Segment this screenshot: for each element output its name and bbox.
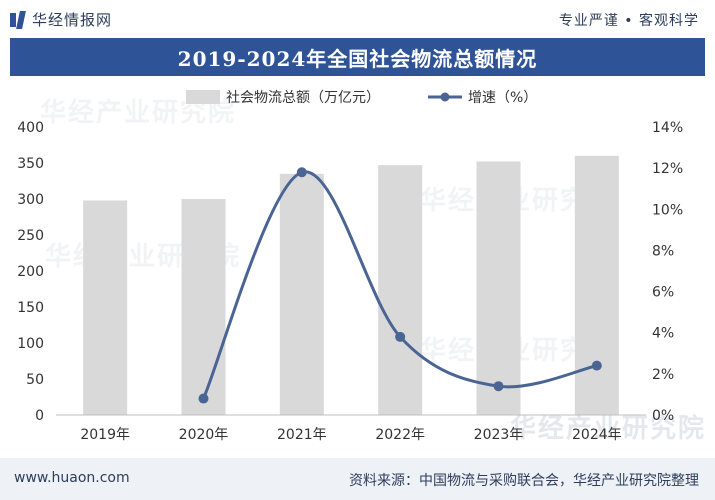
- y-right-tick-label: 0%: [652, 408, 674, 424]
- x-tick-label: 2023年: [474, 427, 524, 443]
- tagline: 专业严谨 • 客观科学: [558, 13, 699, 29]
- footer-source: 资料来源：中国物流与采购联合会，华经产业研究院整理: [349, 473, 699, 489]
- y-right-tick-label: 14%: [652, 120, 683, 136]
- chart-area: 社会物流总额（万亿元） 增速（%） 0 50 100 150 200 250 300 350 400…: [0, 78, 715, 460]
- header: 华经情报网 专业严谨 • 客观科学: [0, 0, 715, 38]
- y-left-tick-label: 200: [17, 264, 44, 280]
- y-right-tick-label: 8%: [652, 243, 674, 259]
- y-left-tick-label: 300: [17, 192, 44, 208]
- bar-2023年: [476, 161, 521, 415]
- bar-2019年: [83, 200, 128, 415]
- y-left-tick-label: 150: [17, 300, 44, 316]
- y-right-tick-label: 12%: [652, 161, 683, 177]
- x-tick-label: 2021年: [277, 427, 327, 443]
- legend-label-bars: 社会物流总额（万亿元）: [226, 90, 380, 106]
- y-left-tick-label: 50: [26, 372, 44, 388]
- y-left-tick-label: 100: [17, 336, 44, 352]
- footer-url[interactable]: www.huaon.com: [14, 470, 130, 486]
- bar-2024年: [574, 155, 619, 416]
- growth-line: [202, 170, 599, 401]
- y-left-tick-label: 0: [35, 408, 44, 424]
- brand[interactable]: 华经情报网: [10, 9, 112, 30]
- bar-2022年: [378, 165, 423, 415]
- x-tick-label: 2022年: [375, 427, 425, 443]
- y-right-tick-label: 2%: [652, 367, 674, 383]
- y-left-tick-label: 400: [17, 120, 44, 136]
- combo-chart: 社会物流总额（万亿元） 增速（%） 0 50 100 150 200 250 300 350 400…: [17, 90, 683, 443]
- footer: www.huaon.com 资料来源：中国物流与采购联合会，华经产业研究院整理: [0, 458, 715, 500]
- growth-point-2020年: [198, 393, 209, 404]
- y-left-tick-label: 250: [17, 228, 44, 244]
- y-right-tick-label: 4%: [652, 326, 674, 342]
- y-right-tick-label: 10%: [652, 202, 683, 218]
- bar-2020年: [181, 199, 226, 415]
- title-bar: 2019-2024年全国社会物流总额情况: [10, 38, 705, 76]
- brand-name: 华经情报网: [32, 11, 113, 29]
- y-right-tick-label: 6%: [652, 285, 674, 301]
- legend-label-line: 增速（%）: [468, 90, 537, 106]
- bar-2021年: [279, 173, 324, 415]
- growth-point-2021年: [296, 167, 307, 178]
- legend-marker-line: [440, 92, 450, 102]
- growth-point-2023年: [493, 381, 504, 392]
- legend-swatch-bars: [186, 90, 220, 104]
- growth-point-2024年: [591, 360, 602, 371]
- chart-title: 2019-2024年全国社会物流总额情况: [177, 46, 538, 71]
- growth-point-2022年: [395, 331, 406, 342]
- x-tick-label: 2024年: [572, 427, 622, 443]
- x-tick-label: 2020年: [179, 427, 229, 443]
- x-tick-label: 2019年: [80, 427, 130, 443]
- y-left-tick-label: 350: [17, 156, 44, 172]
- brand-logo-icon: [10, 10, 26, 29]
